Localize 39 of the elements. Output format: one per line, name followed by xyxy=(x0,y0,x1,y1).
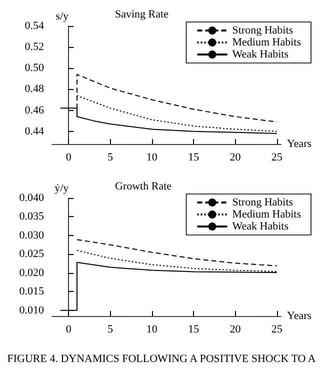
x-axis-title: Years xyxy=(287,310,312,322)
chart-title: Growth Rate xyxy=(115,180,172,192)
y-tick-label: 0.54 xyxy=(24,20,44,32)
chart-title: Saving Rate xyxy=(115,8,169,20)
x-tick-label: 20 xyxy=(230,324,242,336)
y-tick-label: 0.46 xyxy=(24,104,44,116)
x-tick-label: 5 xyxy=(108,152,114,164)
x-tick-label: 10 xyxy=(146,152,158,164)
y-tick-label: 0.48 xyxy=(24,83,44,96)
y-tick-label: 0.040 xyxy=(19,192,44,204)
y-tick-label: 0.025 xyxy=(19,248,44,260)
y-tick-label: 0.50 xyxy=(24,62,44,74)
x-tick-label: 10 xyxy=(146,324,158,336)
x-tick-label: 0 xyxy=(66,324,72,336)
legend-label: Strong Habits xyxy=(232,196,294,208)
y-tick-label: 0.010 xyxy=(19,304,44,316)
legend-label: Weak Habits xyxy=(232,48,289,60)
legend-label: Medium Habits xyxy=(232,36,302,48)
y-axis-title: ẏ/y xyxy=(54,182,70,194)
legend-label: Weak Habits xyxy=(232,220,289,232)
x-tick-label: 25 xyxy=(271,324,283,336)
x-tick-label: 20 xyxy=(230,152,242,164)
line-series xyxy=(76,239,278,266)
x-tick-label: 15 xyxy=(188,324,200,336)
y-tick-label: 0.44 xyxy=(24,125,44,138)
x-tick-label: 5 xyxy=(108,324,114,336)
x-tick-label: 25 xyxy=(271,152,283,164)
y-tick-label: 0.035 xyxy=(19,210,44,223)
y-tick-label: 0.030 xyxy=(19,229,44,242)
y-tick-label: 0.015 xyxy=(19,286,44,298)
legend-label: Medium Habits xyxy=(232,208,302,220)
y-tick-label: 0.52 xyxy=(24,41,44,54)
x-axis-title: Years xyxy=(287,138,312,150)
x-tick-label: 0 xyxy=(66,152,72,164)
x-tick-label: 15 xyxy=(188,152,200,164)
caption: FIGURE 4. DYNAMICS FOLLOWING A POSITIVE SHOCK TO A xyxy=(6,352,317,367)
y-axis-title: s/y xyxy=(56,10,70,22)
y-tick-label: 0.020 xyxy=(19,266,44,279)
legend-label: Strong Habits xyxy=(232,24,294,36)
